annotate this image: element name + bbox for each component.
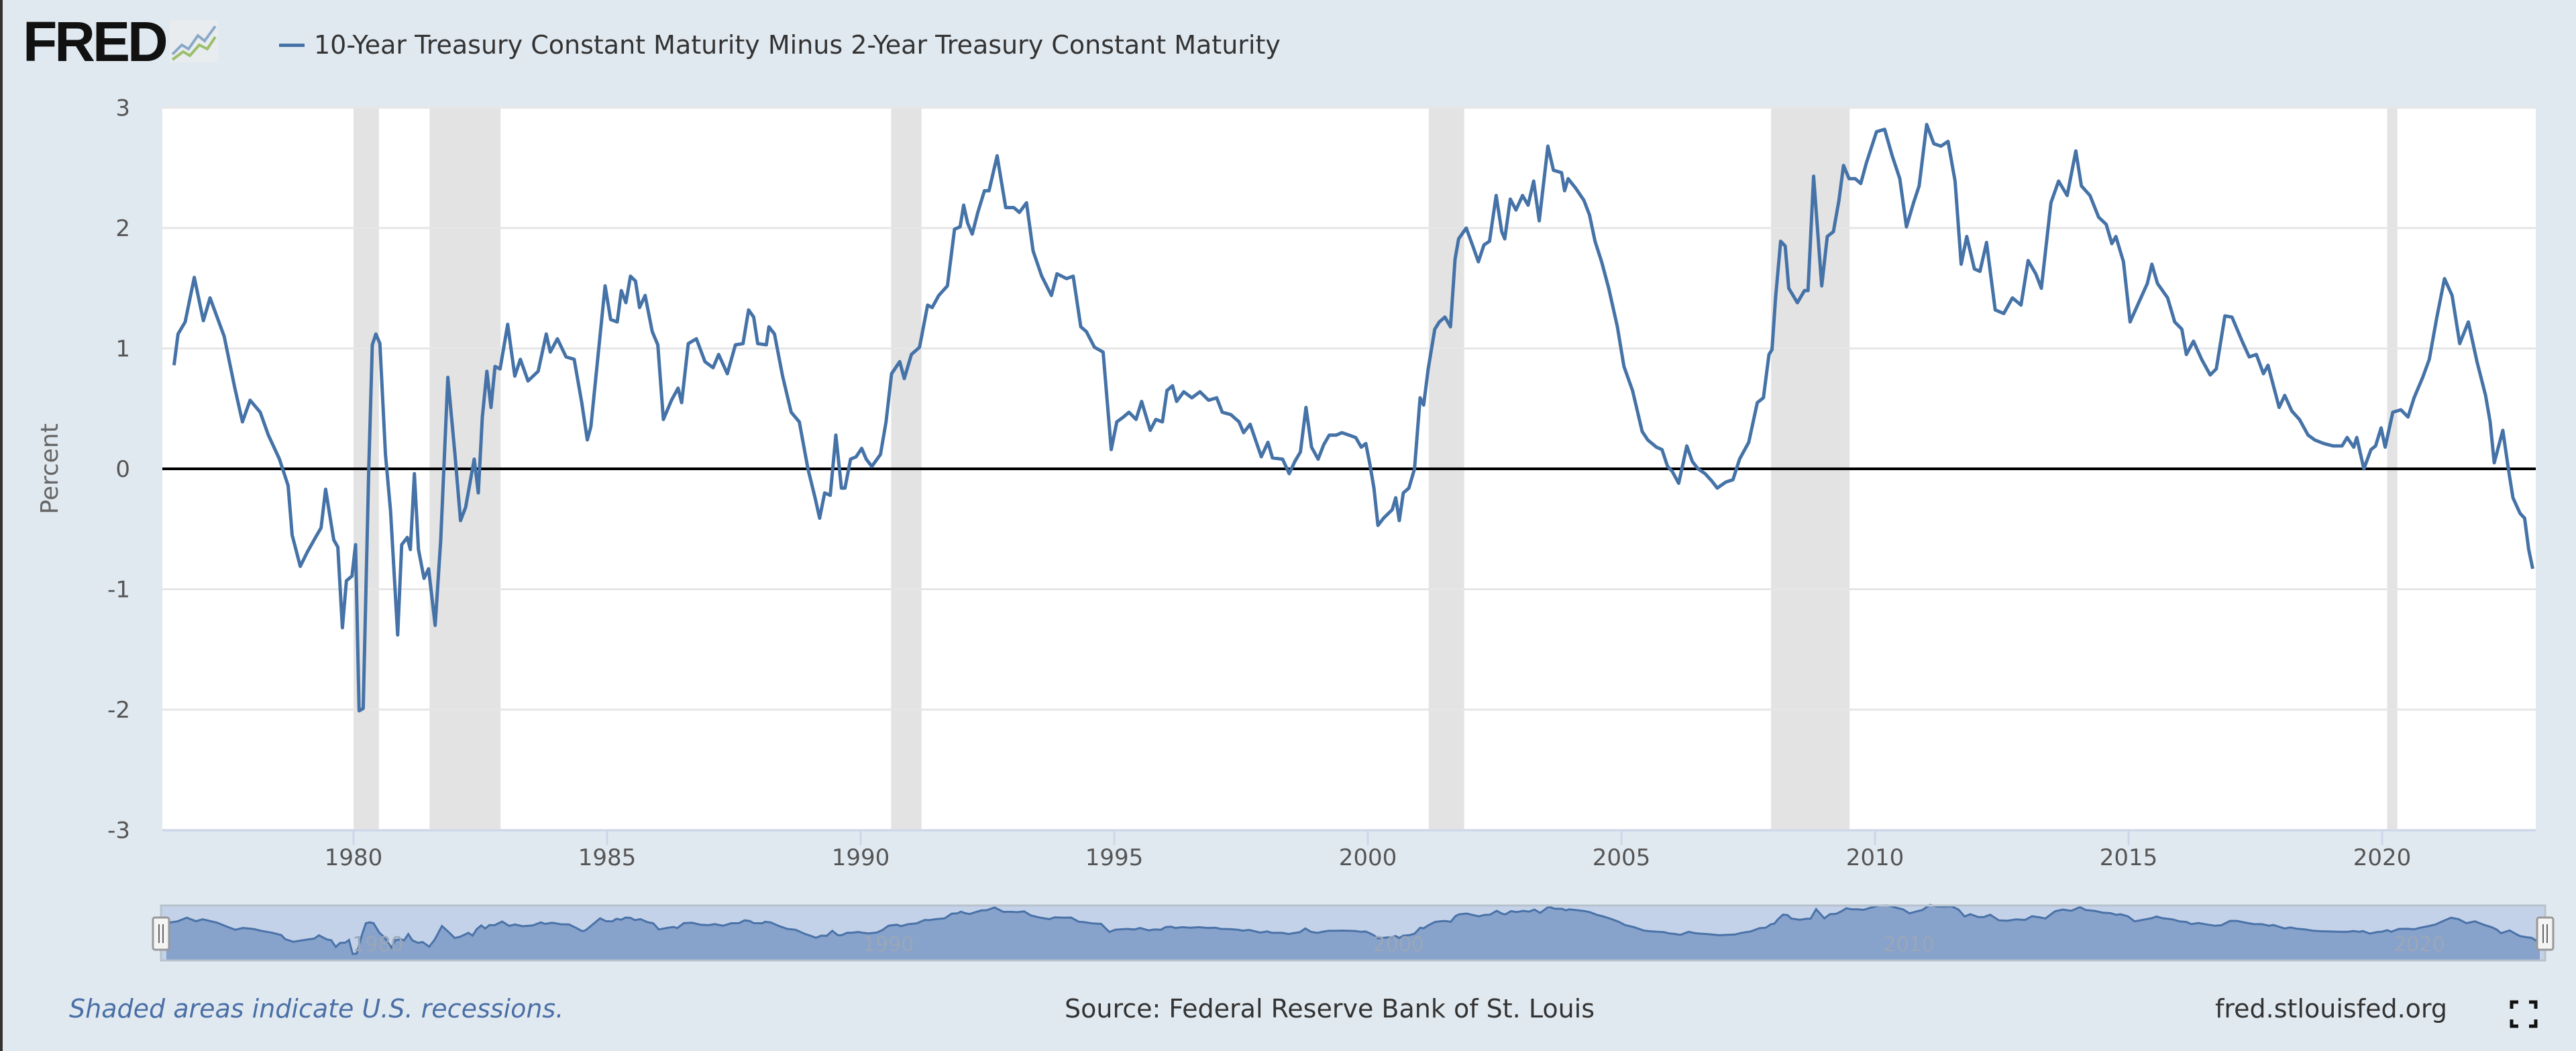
fullscreen-button[interactable] xyxy=(2509,999,2538,1029)
x-tick-label: 1990 xyxy=(832,844,890,871)
navigator[interactable]: 1980 1990 2000 2010 2020 xyxy=(152,903,2555,962)
navigator-tick-label: 1990 xyxy=(863,933,914,956)
series-line[interactable] xyxy=(172,123,2534,713)
y-axis-label: Percent xyxy=(36,423,64,514)
x-tick-label: 1995 xyxy=(1085,844,1144,871)
source-note: Source: Federal Reserve Bank of St. Loui… xyxy=(1065,994,1595,1024)
y-tick-label: 3 xyxy=(115,95,130,122)
x-tick-label: 1985 xyxy=(578,844,637,871)
y-tick-label: -2 xyxy=(107,697,130,724)
series-title: 10-Year Treasury Constant Maturity Minus… xyxy=(314,30,1281,60)
recession-note: Shaded areas indicate U.S. recessions. xyxy=(69,994,564,1024)
y-tick-label: -3 xyxy=(107,818,130,844)
x-tick-label: 2020 xyxy=(2353,844,2412,871)
navigator-tick-label: 2010 xyxy=(1883,933,1934,956)
navigator-area xyxy=(166,905,2540,960)
legend-line-swatch xyxy=(279,43,305,47)
fred-logo[interactable]: FRED xyxy=(23,10,218,73)
legend: 10-Year Treasury Constant Maturity Minus… xyxy=(279,28,1281,62)
navigator-tick-label: 2020 xyxy=(2394,933,2445,956)
y-tick-label: -1 xyxy=(107,577,130,604)
navigator-tick-label: 2000 xyxy=(1373,933,1424,956)
navigator-right-handle[interactable] xyxy=(2536,916,2555,951)
x-tick-label: 2010 xyxy=(1846,844,1904,871)
fred-logo-text: FRED xyxy=(23,10,168,73)
navigator-tick-label: 1980 xyxy=(352,933,403,956)
y-tick-label: 2 xyxy=(115,215,130,242)
x-tick-label: 2000 xyxy=(1339,844,1397,871)
x-tick-label: 1980 xyxy=(325,844,383,871)
line-chart-icon xyxy=(169,21,218,62)
y-tick-label: 1 xyxy=(115,336,130,363)
y-tick-label: 0 xyxy=(115,456,130,483)
navigator-line xyxy=(166,903,2540,955)
navigator-left-handle[interactable] xyxy=(152,916,170,951)
x-tick-label: 2005 xyxy=(1593,844,1651,871)
fullscreen-icon xyxy=(2510,1000,2538,1028)
x-tick-label: 2015 xyxy=(2100,844,2158,871)
site-link[interactable]: fred.stlouisfed.org xyxy=(2215,994,2447,1024)
